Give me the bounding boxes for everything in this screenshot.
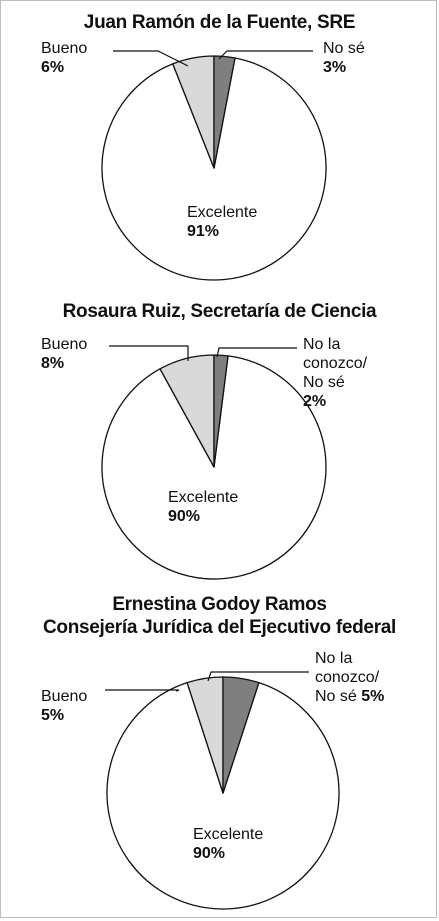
chart-2-label-nose: No la conozco/ No sé 2% [303,335,367,411]
chart-1-label-nose: No sé 3% [323,39,365,77]
chart-1-label-excelente-name: Excelente [187,204,258,221]
chart-1-leader-bueno [113,50,189,67]
chart-3-title-line-2: Consejería Jurídica del Ejecutivo federa… [42,617,397,638]
chart-3-label-bueno: Bueno 5% [41,687,87,725]
chart-3-label-excelente: Excelente 90% [193,825,263,863]
chart-1-slice-nose [213,55,236,169]
chart-3-label-bueno-name: Bueno [41,688,88,705]
chart-3-title-line-1: Ernestina Godoy Ramos [112,594,327,615]
chart-1-label-bueno-name: Bueno [41,40,88,57]
chart-1-label-excelente-pct: 91% [187,223,220,240]
chart-2-label-excelente: Excelente 90% [168,488,238,526]
chart-3-slice-nose [222,676,260,794]
chart-3-label-nose-line-3: No sé [315,688,357,705]
chart-3-label-bueno-pct: 5% [41,707,65,724]
chart-3-label-nose-pct: 5% [361,688,385,705]
chart-2-leader-nose [216,347,297,358]
chart-2-label-bueno: Bueno 8% [41,335,87,373]
chart-2-label-excelente-pct: 90% [168,508,201,525]
chart-2-label-bueno-name: Bueno [41,336,88,353]
chart-2-label-bueno-pct: 8% [41,355,65,372]
chart-2-title: Rosaura Ruiz, Secretaría de Ciencia [62,301,377,322]
chart-2-label-excelente-name: Excelente [168,489,239,506]
chart-1-label-nose-pct: 3% [323,59,347,76]
chart-2-label-nose-pct: 2% [303,393,327,410]
chart-3-leader-bueno [105,689,180,692]
chart-1-label-bueno-pct: 6% [41,59,65,76]
chart-2-label-nose-line-2: conozco/ [303,355,368,372]
chart-1-label-excelente: Excelente 91% [187,203,257,241]
chart-3-title: Ernestina Godoy Ramos Consejería Jurídic… [1,593,438,639]
chart-1-leader-nose [218,50,313,60]
chart-3-slice-excelente [106,682,340,910]
chart-1-title: Juan Ramón de la Fuente, SRE [83,12,356,33]
chart-2-label-nose-line-3: No sé [303,374,345,391]
chart-3-label-nose: No la conozco/ No sé 5% [315,649,384,706]
chart-2-slice-nose [213,354,229,468]
chart-1-label-bueno: Bueno 6% [41,39,87,77]
chart-3-leader-nose [207,671,309,682]
chart-3-label-nose-line-2: conozco/ [315,669,380,686]
chart-3-label-nose-line-1: No la [315,650,353,667]
chart-2-leader-bueno [109,345,189,361]
chart-3-label-excelente-name: Excelente [193,826,264,843]
chart-1-label-nose-name: No sé [323,40,365,57]
chart-1-slice-excelente [101,57,327,281]
chart-3-label-excelente-pct: 90% [193,845,226,862]
chart-2-label-nose-line-1: No la [303,336,341,353]
